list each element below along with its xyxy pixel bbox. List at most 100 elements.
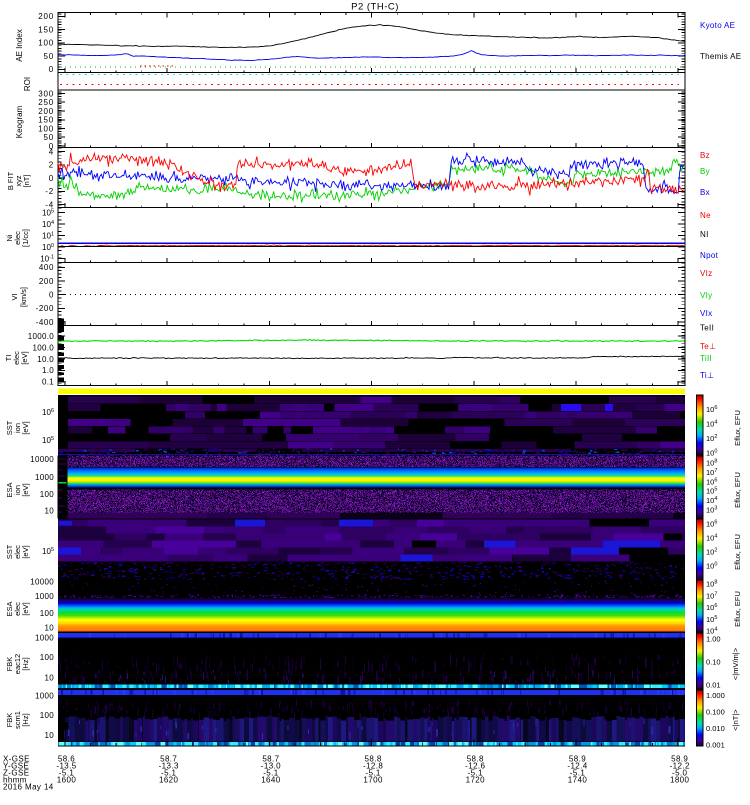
svg-text:-4: -4	[45, 201, 54, 210]
svg-text:-12.6: -12.6	[465, 762, 485, 771]
svg-text:elec: elec	[13, 602, 22, 616]
svg-text:108: 108	[706, 459, 717, 468]
svg-text:[eV]: [eV]	[21, 545, 30, 558]
svg-text:10: 10	[45, 506, 55, 515]
svg-text:100: 100	[40, 711, 54, 720]
svg-text:58.9: 58.9	[569, 755, 586, 764]
svg-text:106: 106	[706, 603, 717, 612]
svg-text:106: 106	[706, 520, 717, 529]
svg-text:1740: 1740	[568, 776, 588, 785]
svg-text:4: 4	[49, 147, 54, 156]
svg-text:106: 106	[706, 477, 717, 486]
svg-text:58.7: 58.7	[160, 755, 177, 764]
svg-text:1000: 1000	[35, 633, 54, 642]
svg-text:2016 May 14: 2016 May 14	[3, 783, 54, 792]
svg-text:-5.1: -5.1	[570, 769, 586, 778]
svg-text:-5.1: -5.1	[59, 769, 75, 778]
svg-text:Te⊥: Te⊥	[700, 342, 716, 351]
svg-text:[Hz]: [Hz]	[21, 713, 30, 726]
svg-text:-5.0: -5.0	[672, 769, 688, 778]
svg-text:0: 0	[49, 174, 54, 183]
svg-text:10-1: 10-1	[40, 254, 54, 263]
svg-text:105: 105	[42, 547, 54, 556]
svg-text:-12.2: -12.2	[670, 762, 690, 771]
svg-text:Kyoto AE: Kyoto AE	[700, 21, 735, 30]
svg-text:Npot: Npot	[700, 251, 719, 260]
svg-text:Ni: Ni	[5, 234, 14, 241]
svg-text:By: By	[700, 167, 710, 176]
svg-text:101: 101	[42, 231, 54, 240]
svg-text:1620: 1620	[159, 776, 179, 785]
svg-text:SST: SST	[5, 420, 14, 435]
svg-text:0.1: 0.1	[42, 378, 54, 387]
svg-text:100: 100	[42, 243, 54, 252]
svg-text:ESA: ESA	[5, 482, 14, 497]
svg-text:102: 102	[706, 548, 717, 557]
svg-text:ion: ion	[13, 423, 22, 433]
svg-text:100: 100	[706, 449, 717, 458]
svg-text:0: 0	[49, 65, 54, 74]
svg-text:TeII: TeII	[700, 324, 714, 333]
svg-text:104: 104	[706, 534, 717, 543]
svg-text:0: 0	[49, 291, 54, 300]
svg-text:Ne: Ne	[700, 211, 711, 220]
svg-text:[eV]: [eV]	[20, 351, 29, 364]
svg-text:0.01: 0.01	[706, 681, 721, 690]
svg-text:102: 102	[706, 434, 717, 443]
svg-text:xyz: xyz	[14, 175, 23, 187]
svg-text:50: 50	[44, 133, 55, 142]
svg-text:P2 (TH-C): P2 (TH-C)	[351, 2, 399, 13]
svg-text:elec: elec	[13, 545, 22, 559]
svg-text:<|mV/m|>: <|mV/m|>	[731, 647, 740, 680]
svg-text:58.8: 58.8	[467, 755, 484, 764]
svg-text:0.10: 0.10	[706, 658, 721, 667]
svg-text:ion: ion	[13, 485, 22, 495]
svg-text:1.0: 1.0	[42, 366, 54, 375]
svg-text:10000: 10000	[30, 577, 54, 586]
svg-text:[km/s]: [km/s]	[19, 287, 28, 307]
svg-text:400: 400	[39, 263, 54, 272]
svg-text:105: 105	[706, 487, 717, 496]
svg-text:SST: SST	[5, 544, 14, 559]
svg-text:0.001: 0.001	[706, 741, 725, 750]
svg-text:103: 103	[706, 506, 717, 515]
svg-text:104: 104	[706, 496, 717, 505]
svg-text:200: 200	[38, 12, 54, 21]
svg-text:VIz: VIz	[700, 269, 712, 278]
svg-text:-5.1: -5.1	[263, 769, 279, 778]
svg-text:-5.1: -5.1	[161, 769, 177, 778]
svg-text:107: 107	[706, 468, 717, 477]
svg-text:200: 200	[39, 277, 54, 286]
svg-text:2: 2	[49, 161, 54, 170]
svg-text:100: 100	[40, 490, 54, 499]
svg-text:106: 106	[706, 405, 717, 414]
svg-text:-12.4: -12.4	[567, 762, 587, 771]
svg-text:-13.5: -13.5	[56, 762, 76, 771]
svg-text:Y-GSE: Y-GSE	[3, 762, 29, 771]
svg-text:scm1: scm1	[13, 711, 22, 729]
svg-text:<|nT|>: <|nT|>	[731, 709, 740, 731]
svg-text:X-GSE: X-GSE	[3, 755, 30, 764]
svg-text:0.100: 0.100	[706, 708, 725, 717]
svg-text:100.0: 100.0	[32, 343, 54, 352]
svg-text:58.6: 58.6	[58, 755, 75, 764]
svg-text:[1/cc]: [1/cc]	[21, 229, 30, 247]
svg-text:1720: 1720	[466, 776, 486, 785]
svg-text:Ti⊥: Ti⊥	[700, 371, 714, 380]
svg-text:-400: -400	[36, 318, 54, 327]
svg-text:-5.1: -5.1	[365, 769, 381, 778]
svg-text:0.010: 0.010	[706, 724, 725, 733]
svg-text:1800: 1800	[670, 776, 690, 785]
svg-text:150: 150	[38, 26, 54, 35]
svg-text:B FIT: B FIT	[6, 171, 15, 190]
svg-text:1000: 1000	[35, 473, 54, 482]
svg-text:TiII: TiII	[700, 354, 712, 363]
svg-text:1600: 1600	[57, 776, 77, 785]
svg-text:TI: TI	[4, 355, 13, 362]
svg-text:104: 104	[706, 420, 717, 429]
svg-text:100: 100	[40, 609, 54, 618]
svg-text:250: 250	[38, 98, 54, 107]
svg-text:Z-GSE: Z-GSE	[3, 769, 29, 778]
svg-text:58.9: 58.9	[671, 755, 688, 764]
svg-text:10: 10	[45, 673, 55, 682]
